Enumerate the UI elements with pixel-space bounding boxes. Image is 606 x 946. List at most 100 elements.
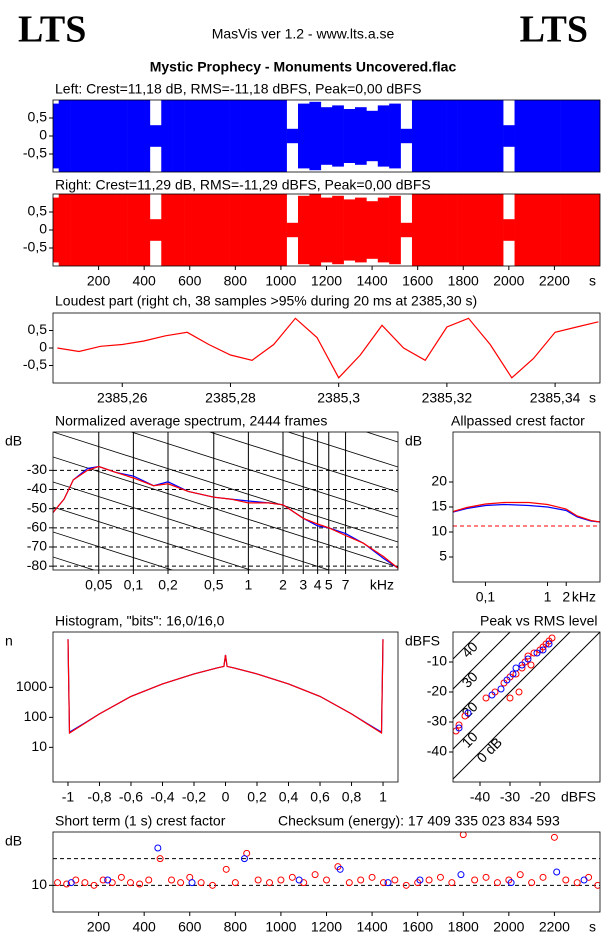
waveform-bar <box>263 194 276 266</box>
waveform-bar <box>354 107 367 165</box>
data-line <box>53 465 398 569</box>
waveform-bar <box>104 194 116 266</box>
waveform-bar <box>434 100 447 172</box>
data-point <box>90 881 98 889</box>
x-tick-label: 1 <box>544 589 552 605</box>
data-point <box>448 879 456 887</box>
y-axis-label: dB <box>405 433 422 449</box>
data-point <box>464 709 472 717</box>
x-tick-label: -20 <box>530 789 550 805</box>
waveform-bar <box>263 100 276 172</box>
x-tick-label: 4 <box>314 577 322 593</box>
waveform-bar <box>309 194 322 266</box>
x-tick-label: -0,8 <box>87 789 111 805</box>
x-tick-label: 1400 <box>357 919 388 935</box>
annotation: Checksum (energy): 17 409 335 023 834 59… <box>278 813 560 829</box>
plot-frame <box>52 193 601 267</box>
waveform-bar <box>195 194 208 266</box>
x-tick-label: 800 <box>224 273 248 289</box>
panel-title: Short term (1 s) crest factor <box>55 813 226 829</box>
waveform-bar <box>320 197 333 263</box>
plot-area <box>67 639 384 735</box>
x-tick-label: -0,6 <box>119 789 143 805</box>
data-point <box>482 694 490 702</box>
y-tick-label: -50 <box>27 499 47 515</box>
data-point <box>67 879 75 887</box>
waveform-bar <box>537 100 550 172</box>
data-point <box>457 871 465 879</box>
waveform-bar <box>525 194 538 266</box>
y-tick-label: 5 <box>439 548 447 564</box>
waveform-bar <box>184 194 196 266</box>
x-tick-label: -0,4 <box>150 789 174 805</box>
x-tick-label: 2385,32 <box>422 390 473 406</box>
data-point <box>545 640 553 648</box>
data-point <box>104 876 112 884</box>
y-tick-label: -0,5 <box>23 356 47 372</box>
data-point <box>459 832 467 839</box>
data-point <box>507 879 515 887</box>
x-tick-label: 1200 <box>311 273 342 289</box>
waveform-bar <box>218 194 230 266</box>
data-point <box>277 876 285 884</box>
x-tick-label: 2385,26 <box>97 390 148 406</box>
x-tick-label: 200 <box>87 273 111 289</box>
data-point <box>63 880 71 888</box>
y-tick-label: 10 <box>31 876 47 892</box>
plot-frame <box>52 431 399 571</box>
x-tick-label: 1200 <box>311 919 342 935</box>
data-point <box>515 688 523 696</box>
waveform-bar <box>514 194 527 266</box>
waveform-bar <box>309 101 322 171</box>
waveform-bar <box>127 194 139 266</box>
x-tick-label: 1600 <box>402 273 433 289</box>
waveform-bar <box>537 194 550 266</box>
x-tick-label: 0,4 <box>279 789 299 805</box>
data-point <box>533 649 541 657</box>
x-tick-label: 2385,28 <box>205 390 256 406</box>
y-tick-label: 0 <box>39 127 47 143</box>
data-point <box>197 879 205 887</box>
panel-title: Loudest part (right ch, 38 samples >95% … <box>55 293 477 309</box>
data-point <box>416 876 424 884</box>
data-point <box>518 661 526 669</box>
data-point <box>156 855 164 863</box>
waveform-bar <box>115 194 128 266</box>
data-point <box>527 661 535 669</box>
waveform-bar <box>457 194 470 266</box>
y-tick-label: -0,5 <box>23 145 47 161</box>
waveform-bar <box>332 105 344 167</box>
y-tick-label: -80 <box>27 557 47 573</box>
crest-line <box>453 632 511 690</box>
waveform-bar <box>582 100 595 172</box>
waveform-bar <box>298 103 310 169</box>
x-tick-label: -0,2 <box>182 789 206 805</box>
x-tick-label: 7 <box>342 577 350 593</box>
x-axis-label: kHz <box>572 589 596 605</box>
data-point <box>145 876 153 884</box>
y-tick-label: -70 <box>27 538 47 554</box>
data-line <box>453 503 600 523</box>
waveform-bar <box>571 194 584 266</box>
slope-line <box>53 456 398 568</box>
slope-line <box>130 432 398 518</box>
panel-title: Right: Crest=11,29 dB, RMS=-11,29 dBFS, … <box>55 177 431 193</box>
x-tick-label: 200 <box>87 919 111 935</box>
x-tick-label: -40 <box>470 789 490 805</box>
x-axis-label: s <box>589 273 596 289</box>
logo-left: LTS <box>18 9 86 51</box>
waveform-bar <box>560 100 572 172</box>
y-tick-label: -10 <box>427 653 447 669</box>
panel-title: Peak vs RMS level <box>480 613 597 629</box>
data-point <box>177 879 185 887</box>
data-point <box>524 652 532 660</box>
waveform-bar <box>560 194 572 266</box>
plot-area <box>53 100 600 172</box>
data-point <box>497 685 505 693</box>
waveform-bar <box>411 100 424 172</box>
y-tick-label: -40 <box>27 480 47 496</box>
y-tick-label: 10 <box>31 738 47 754</box>
waveform-bar <box>377 197 390 263</box>
x-tick-label: 1600 <box>402 919 433 935</box>
